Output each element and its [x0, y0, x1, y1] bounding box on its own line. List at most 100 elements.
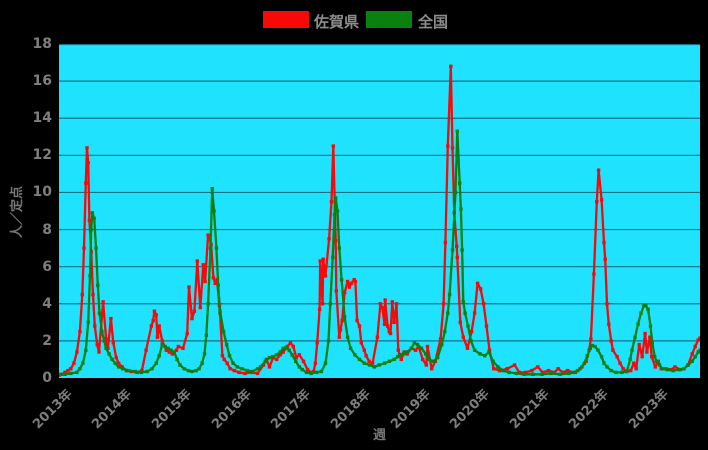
marker — [331, 144, 335, 148]
marker — [337, 335, 341, 339]
marker — [340, 318, 344, 323]
marker — [359, 341, 363, 345]
marker — [206, 233, 210, 237]
marker — [455, 244, 459, 248]
marker — [438, 337, 443, 341]
marker — [637, 342, 641, 347]
marker — [449, 64, 453, 68]
marker — [475, 281, 480, 286]
marker — [224, 342, 229, 347]
marker — [673, 365, 677, 369]
marker — [109, 316, 113, 321]
marker — [287, 348, 291, 352]
marker — [327, 237, 331, 241]
marker — [618, 361, 622, 365]
marker — [387, 329, 391, 334]
marker — [558, 372, 562, 376]
marker — [362, 348, 366, 352]
marker — [446, 311, 450, 315]
marker — [93, 324, 97, 328]
marker — [281, 350, 285, 354]
marker — [645, 350, 649, 354]
marker — [611, 348, 615, 352]
marker — [305, 367, 310, 372]
marker — [203, 279, 207, 284]
marker — [582, 361, 586, 365]
marker — [599, 355, 604, 359]
marker — [194, 368, 198, 373]
marker — [425, 344, 430, 349]
marker — [524, 370, 528, 375]
marker — [387, 359, 391, 363]
marker — [405, 350, 409, 354]
marker — [326, 339, 331, 343]
marker — [319, 369, 324, 374]
marker — [113, 361, 117, 365]
marker — [602, 361, 606, 365]
marker — [656, 359, 660, 363]
marker — [540, 372, 544, 376]
marker — [498, 368, 502, 373]
marker — [642, 303, 646, 308]
marker — [603, 257, 607, 261]
marker — [192, 309, 197, 313]
marker — [602, 240, 606, 245]
marker — [549, 371, 553, 376]
marker — [401, 352, 406, 356]
marker — [461, 335, 465, 339]
marker — [596, 168, 601, 172]
marker — [318, 259, 322, 263]
marker — [160, 339, 164, 343]
marker — [632, 361, 636, 365]
marker — [267, 355, 272, 360]
plot-area — [59, 44, 700, 378]
marker — [357, 357, 362, 362]
marker — [172, 350, 176, 354]
marker — [309, 371, 313, 376]
marker — [334, 289, 338, 293]
marker — [469, 339, 473, 343]
marker — [174, 348, 179, 352]
marker — [643, 331, 647, 336]
marker — [139, 370, 143, 375]
marker — [278, 353, 282, 357]
series-line-saga — [59, 65, 700, 377]
marker — [201, 263, 205, 267]
marker — [190, 369, 194, 374]
marker — [104, 337, 108, 341]
legend-swatch-zenkoku — [366, 11, 412, 28]
marker — [698, 348, 700, 352]
marker — [650, 341, 654, 345]
marker — [90, 211, 95, 215]
marker — [258, 365, 263, 369]
marker — [640, 355, 644, 359]
marker — [368, 363, 372, 367]
marker — [120, 365, 124, 369]
marker — [69, 367, 73, 371]
marker — [409, 346, 414, 350]
y-tick-label: 0 — [42, 370, 52, 386]
y-tick-label: 10 — [32, 184, 52, 201]
marker — [394, 302, 399, 306]
marker — [396, 348, 400, 352]
plot-svg — [59, 44, 700, 378]
marker — [97, 350, 101, 354]
marker — [163, 344, 167, 349]
y-axis-title: 人／定点 — [10, 186, 25, 239]
marker — [435, 355, 440, 360]
marker — [440, 342, 444, 347]
marker — [304, 370, 309, 375]
marker — [628, 357, 632, 362]
marker — [160, 342, 164, 347]
marker — [220, 354, 225, 358]
marker — [155, 335, 160, 339]
marker — [424, 363, 428, 367]
marker — [412, 341, 417, 345]
marker — [593, 344, 597, 349]
marker — [175, 357, 179, 362]
marker — [84, 181, 88, 185]
marker — [107, 352, 111, 356]
marker — [447, 292, 452, 297]
marker — [202, 352, 207, 356]
marker — [599, 198, 604, 202]
